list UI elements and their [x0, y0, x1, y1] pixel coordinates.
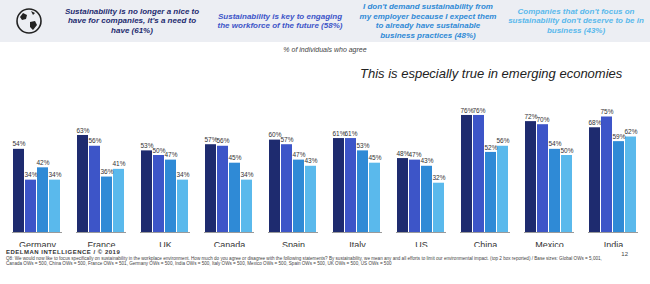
- html-text:% of individuals who agree: % of individuals who agree: [283, 46, 367, 53]
- html-text:48%47%: 48%47%: [396, 149, 422, 159]
- svg-text:42%: 42%: [36, 159, 49, 166]
- html-text:Q8: We would now like to focus: Q8: We would now like to focus specifica…: [6, 256, 602, 267]
- svg-text:63%: 63%: [76, 127, 89, 134]
- svg-text:60%: 60%: [268, 131, 282, 139]
- svg-text:50%: 50%: [560, 147, 573, 154]
- svg-text:54%: 54%: [548, 140, 562, 148]
- html-text:Sustainability is key to engag: Sustainability is key to engaging the wo…: [217, 11, 343, 30]
- svg-text:India: India: [604, 240, 624, 247]
- svg-text:50%: 50%: [152, 146, 166, 154]
- svg-text:34%: 34%: [240, 171, 253, 178]
- svg-text:43%: 43%: [420, 157, 433, 164]
- svg-text:34%: 34%: [48, 171, 61, 178]
- svg-text:32%: 32%: [432, 174, 445, 181]
- svg-text:Germany: Germany: [19, 240, 57, 247]
- svg-text:61%: 61%: [332, 129, 346, 137]
- svg-text:76%: 76%: [472, 107, 485, 114]
- html-text:EDELMAN INTELLIGENCE / © 2019: EDELMAN INTELLIGENCE / © 2019: [6, 249, 121, 255]
- svg-text:70%: 70%: [536, 116, 549, 123]
- html-text:I don't demand sustainability: I don't demand sustainability from my em…: [359, 2, 497, 40]
- html-text:12: 12: [621, 251, 628, 257]
- html-text:Companies that don't focus on: Companies that don't focus on sustainabi…: [508, 6, 644, 35]
- svg-text:41%: 41%: [112, 160, 125, 167]
- svg-text:34%: 34%: [176, 171, 189, 178]
- svg-text:43%: 43%: [304, 157, 317, 164]
- svg-text:China: China: [474, 240, 498, 247]
- svg-text:54%: 54%: [12, 140, 25, 147]
- svg-text:52%: 52%: [484, 144, 497, 151]
- svg-text:47%: 47%: [164, 151, 177, 158]
- svg-text:56%: 56%: [88, 137, 101, 144]
- svg-text:53%: 53%: [356, 142, 369, 149]
- svg-text:US: US: [415, 240, 428, 247]
- svg-text:34%: 34%: [24, 171, 37, 178]
- svg-text:Spain: Spain: [282, 240, 305, 247]
- svg-text:68%: 68%: [588, 119, 601, 126]
- svg-text:53%: 53%: [140, 142, 154, 149]
- svg-text:45%: 45%: [368, 154, 381, 161]
- svg-text:Mexico: Mexico: [535, 240, 564, 247]
- svg-text:47%: 47%: [292, 151, 306, 159]
- svg-text:UK: UK: [159, 240, 172, 247]
- svg-text:56%: 56%: [216, 137, 229, 144]
- html-text:Sustainability is no longer a: Sustainability is no longer a nice to ha…: [64, 6, 200, 35]
- svg-text:57%: 57%: [280, 136, 293, 143]
- svg-text:45%: 45%: [228, 154, 241, 161]
- svg-text:75%: 75%: [600, 108, 613, 115]
- svg-text:76%: 76%: [460, 106, 474, 114]
- svg-text:61%: 61%: [344, 130, 357, 137]
- svg-text:62%: 62%: [624, 128, 637, 135]
- svg-text:Italy: Italy: [349, 240, 366, 247]
- svg-text:57%: 57%: [204, 135, 218, 143]
- svg-text:56%: 56%: [496, 137, 509, 144]
- svg-text:Canada: Canada: [214, 240, 246, 247]
- svg-text:36%: 36%: [100, 168, 113, 175]
- svg-text:72%: 72%: [524, 112, 538, 120]
- svg-text:France: France: [87, 240, 115, 247]
- svg-text:59%: 59%: [612, 132, 626, 140]
- html-text:This is especially true in eme: This is especially true in emerging econ…: [360, 66, 623, 81]
